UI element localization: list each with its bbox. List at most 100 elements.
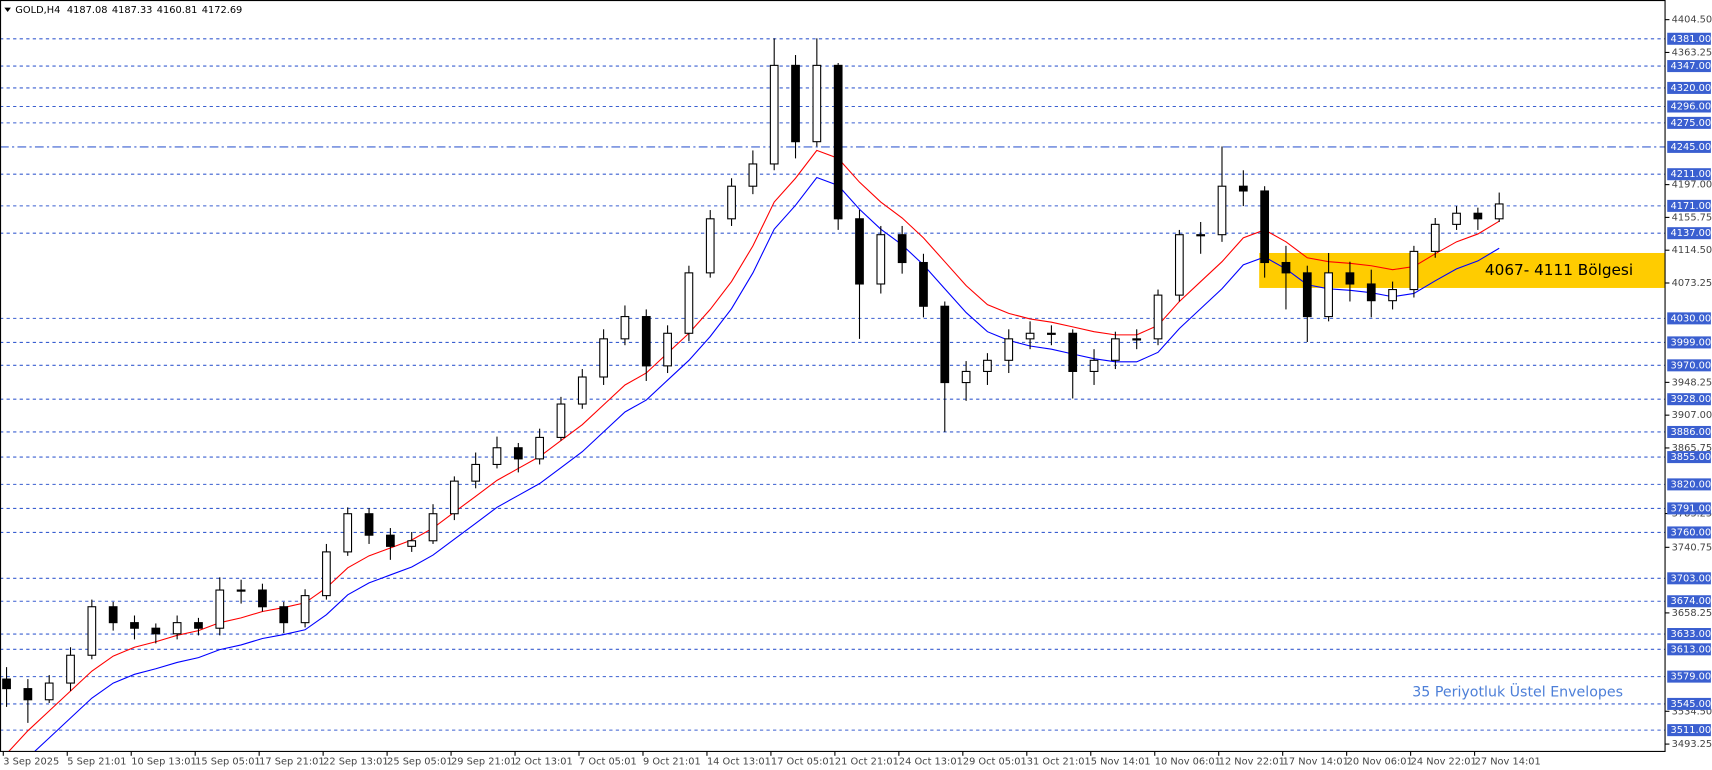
y-tick-label: 4404.50 <box>1672 15 1712 26</box>
candle-body <box>791 64 800 143</box>
header: GOLD,H4 4187.08 4187.33 4160.81 4172.69 <box>15 5 242 16</box>
candle-body <box>705 218 715 274</box>
level-label-box <box>1667 116 1711 129</box>
x-tick-label: 12 Nov 22:01 <box>1219 756 1285 767</box>
quote-low: 4160.81 <box>157 5 198 16</box>
level-label-box <box>1667 526 1711 539</box>
level-label: 4030.00 <box>1671 313 1712 324</box>
candle-body <box>172 622 182 635</box>
candle-body <box>258 589 267 608</box>
candle-body <box>1324 272 1333 318</box>
candle-body <box>471 463 481 482</box>
candle-body <box>66 654 75 684</box>
candle-body <box>1281 261 1291 274</box>
level-label-box <box>1667 312 1711 325</box>
x-tick-label: 25 Sep 05:01 <box>387 756 452 767</box>
candle-body <box>1174 234 1184 296</box>
level-label-box <box>1667 595 1711 608</box>
level-label: 4211.00 <box>1671 169 1712 180</box>
candle-body <box>940 305 950 384</box>
x-tick-label: 17 Sep 21:01 <box>259 756 324 767</box>
x-tick-label: 29 Oct 05:01 <box>963 756 1027 767</box>
level-label-box <box>1667 100 1711 113</box>
candle-body <box>641 316 651 367</box>
x-tick-label: 10 Sep 13:01 <box>131 756 196 767</box>
x-tick-label: 7 Oct 05:01 <box>579 756 637 767</box>
level-label: 3674.00 <box>1671 596 1712 607</box>
candle-body <box>855 218 864 285</box>
candle-body <box>556 403 566 438</box>
candle-body <box>535 436 545 460</box>
candle-body <box>577 376 587 405</box>
level-label: 3511.00 <box>1671 725 1712 736</box>
x-tick-label: 17 Nov 14:01 <box>1283 756 1349 767</box>
x-tick-label: 2 Oct 13:01 <box>515 756 573 767</box>
level-label-box <box>1667 81 1711 94</box>
level-label-box <box>1667 425 1711 438</box>
candle-body <box>1047 332 1056 335</box>
level-label: 4347.00 <box>1671 61 1712 72</box>
level-label-box <box>1667 359 1711 372</box>
candle-body <box>833 64 843 220</box>
candle-body <box>44 682 54 701</box>
level-label-box <box>1667 502 1711 515</box>
candle-body <box>1238 185 1248 192</box>
candle-body <box>215 589 225 629</box>
x-tick-label: 21 Oct 21:01 <box>835 756 899 767</box>
candle-body <box>919 261 928 307</box>
candle-body <box>1366 283 1376 302</box>
level-label-box <box>1667 336 1711 349</box>
y-tick-label: 4073.25 <box>1672 278 1712 289</box>
y-tick-label: 4114.50 <box>1672 245 1712 256</box>
candle-body <box>236 589 246 592</box>
y-tick-label: 3907.00 <box>1672 410 1712 421</box>
candle-body <box>194 622 203 629</box>
level-label: 3855.00 <box>1671 452 1712 463</box>
x-tick-label: 29 Sep 21:01 <box>451 756 516 767</box>
candle-body <box>983 359 992 372</box>
level-label: 4275.00 <box>1671 118 1712 129</box>
level-label-box <box>1667 393 1711 406</box>
x-tick-label: 24 Nov 22:01 <box>1411 756 1477 767</box>
candle-body <box>151 627 161 635</box>
level-label: 3791.00 <box>1671 503 1712 514</box>
candle-body <box>684 272 694 334</box>
level-label-box <box>1667 643 1711 656</box>
level-label: 4320.00 <box>1671 83 1712 94</box>
level-label: 3760.00 <box>1671 527 1712 538</box>
y-tick-label: 3534.50 <box>1672 706 1712 717</box>
level-label: 4171.00 <box>1671 201 1712 212</box>
candle-body <box>1217 185 1227 236</box>
candle-body <box>2 678 11 690</box>
candle-body <box>1025 332 1035 340</box>
level-label-box <box>1667 724 1711 737</box>
level-label: 4381.00 <box>1671 34 1712 45</box>
y-tick-label: 4155.75 <box>1672 212 1712 223</box>
y-tick-label: 3493.25 <box>1672 739 1712 750</box>
candle-body <box>1302 272 1312 318</box>
plot-area: 4067- 4111 Bölgesi <box>0 38 1666 752</box>
x-tick-label: 31 Oct 21:01 <box>1027 756 1091 767</box>
candle-body <box>1345 272 1355 285</box>
candle-body <box>407 540 417 547</box>
x-tick-label: 9 Oct 21:01 <box>643 756 701 767</box>
candle-body <box>1452 212 1461 225</box>
level-label-box <box>1667 478 1711 491</box>
level-label: 3545.00 <box>1671 699 1712 710</box>
candle-body <box>599 338 608 378</box>
candle-body <box>300 595 310 624</box>
quote-high: 4187.33 <box>112 5 153 16</box>
level-label: 3886.00 <box>1671 427 1712 438</box>
candle-body <box>513 447 523 460</box>
candle-body <box>1153 294 1163 340</box>
candle-body <box>1473 212 1483 220</box>
level-label-box <box>1667 451 1711 464</box>
candle-body <box>1494 203 1504 220</box>
candle-body <box>1430 223 1440 252</box>
level-label: 4245.00 <box>1671 142 1712 153</box>
candle-body <box>449 480 459 515</box>
envelope-line <box>8 149 1500 752</box>
candle-body <box>23 688 33 701</box>
level-label-box <box>1667 697 1711 710</box>
